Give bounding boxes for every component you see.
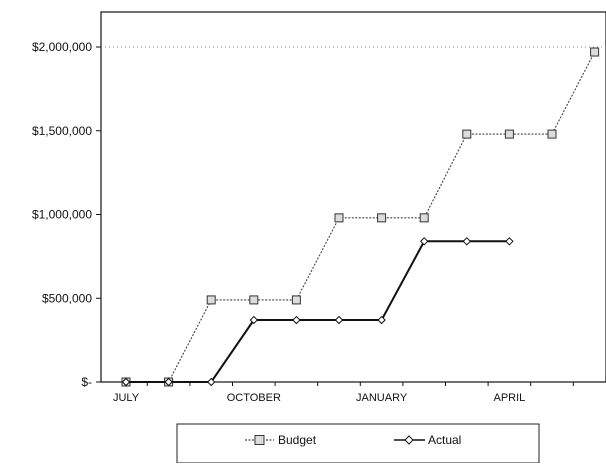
data-point-budget — [419, 213, 429, 223]
series-line-actual — [126, 240, 510, 383]
data-point-budget — [547, 129, 557, 139]
series-line-budget — [126, 51, 596, 383]
data-point-budget — [504, 129, 514, 139]
data-point-actual — [377, 315, 386, 325]
data-point-actual — [249, 315, 259, 325]
legend-budget-marker — [254, 435, 265, 445]
y-tick-label: $500,000 — [42, 291, 92, 305]
legend-actual-marker — [404, 435, 414, 445]
data-point-actual — [292, 315, 301, 325]
x-tick-label: JULY — [113, 392, 140, 404]
legend-actual-label: Actual — [428, 433, 461, 447]
data-point-actual — [419, 237, 429, 246]
x-tick-label: OCTOBER — [227, 392, 281, 404]
data-point-actual — [505, 237, 514, 246]
data-point-budget — [590, 47, 600, 57]
x-tick-label: APRIL — [494, 392, 526, 404]
legend-box — [176, 423, 540, 464]
data-point-budget — [334, 213, 344, 223]
y-tick-label: $- — [81, 375, 92, 389]
y-tick-label: $2,000,000 — [32, 40, 92, 54]
data-point-actual — [121, 377, 131, 387]
y-tick-label: $1,000,000 — [32, 208, 92, 222]
data-point-actual — [206, 377, 216, 387]
data-point-budget — [377, 213, 387, 223]
legend-budget-label: Budget — [278, 433, 317, 447]
data-point-budget — [206, 295, 216, 305]
x-tick-label: JANUARY — [356, 392, 408, 404]
y-tick-label: $1,500,000 — [32, 124, 92, 138]
data-point-budget — [291, 295, 301, 305]
data-point-actual — [164, 377, 173, 387]
data-point-actual — [334, 315, 344, 325]
data-point-actual — [462, 237, 472, 246]
data-point-budget — [249, 295, 259, 305]
data-point-budget — [462, 129, 472, 139]
plot-area — [100, 11, 606, 383]
